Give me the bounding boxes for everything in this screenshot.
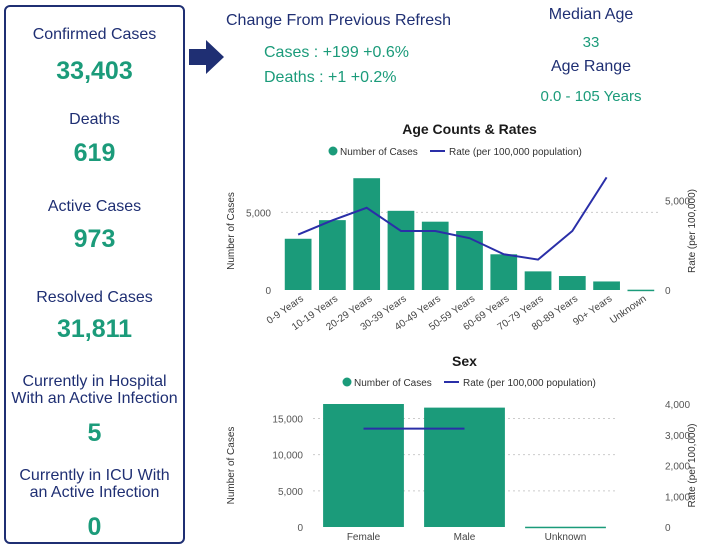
icu-label-line2: an Active Infection: [29, 484, 160, 501]
sex-y2tick-label: 3,000: [665, 431, 690, 442]
age-ytick-label: 0: [265, 286, 271, 297]
sex-category-label: Male: [454, 532, 476, 543]
age-bar-20-29-years: [353, 178, 381, 290]
change-deaths: Deaths : +1 +0.2%: [264, 69, 397, 86]
deaths-value: 619: [73, 139, 116, 167]
sex-ytick-label: 10,000: [272, 451, 303, 462]
sex-y2tick-label: 1,000: [665, 492, 690, 503]
age-y2tick-label: 0: [665, 286, 671, 297]
age-category-label: 90+ Years: [571, 293, 614, 328]
sex-ytick-label: 0: [297, 523, 303, 534]
age-bar-60-69-years: [490, 254, 518, 290]
age-bar-unknown: [627, 289, 655, 292]
icu-value: 0: [87, 513, 102, 541]
active-cases-value: 973: [73, 225, 116, 253]
age-bar-70-79-years: [524, 271, 552, 290]
age-bar-80-89-years: [558, 276, 586, 290]
sex-y2tick-label: 2,000: [665, 462, 690, 473]
sex-bar-male: [424, 407, 505, 527]
sex-bar-unknown: [525, 526, 606, 529]
sex-ytick-label: 15,000: [272, 414, 303, 425]
age-bar-30-39-years: [387, 210, 415, 290]
sex-legend-cases: Number of Cases: [354, 378, 432, 389]
age-bar-0-9-years: [284, 238, 312, 290]
resolved-cases-value: 31,811: [56, 315, 133, 343]
sex-y2tick-label: 4,000: [665, 400, 690, 411]
sex-category-label: Female: [347, 532, 381, 543]
sex-y2tick-label: 0: [665, 523, 671, 534]
sex-legend-rate: Rate (per 100,000 population): [463, 378, 596, 389]
age-legend-cases: Number of Cases: [340, 147, 418, 158]
confirmed-cases-value: 33,403: [56, 57, 133, 85]
age-y2tick-label: 5,000: [665, 197, 690, 208]
icu-label-line1: Currently in ICU With: [19, 467, 170, 484]
age-bar-50-59-years: [456, 231, 483, 290]
age-legend-rate: Rate (per 100,000 population): [449, 147, 582, 158]
median-age-value: 33: [582, 34, 600, 51]
sex-ytick-label: 5,000: [278, 487, 303, 498]
age-y2-axis-title: Rate (per 100,000): [687, 189, 698, 273]
sex-bar-female: [323, 404, 404, 527]
hospital-label-line1: Currently in Hospital: [22, 373, 167, 390]
hospital-value: 5: [87, 419, 102, 447]
stats-panel: Confirmed Cases 33,403 Deaths 619 Active…: [4, 5, 185, 544]
active-cases-label: Active Cases: [47, 198, 142, 215]
age-legend-cases-marker: [328, 146, 338, 156]
arrow-right-icon: [189, 40, 224, 74]
sex-category-label: Unknown: [545, 532, 587, 543]
deaths-label: Deaths: [69, 111, 120, 128]
age-range-label: Age Range: [550, 58, 632, 75]
change-title: Change From Previous Refresh: [226, 12, 451, 29]
age-rate-line: [297, 176, 608, 261]
confirmed-cases-label: Confirmed Cases: [32, 26, 157, 43]
age-chart-title: Age Counts & Rates: [402, 121, 537, 137]
age-ytick-label: 5,000: [246, 208, 271, 219]
sex-legend-cases-marker: [342, 377, 352, 387]
change-cases: Cases : +199 +0.6%: [264, 44, 409, 61]
median-age-label: Median Age: [548, 6, 634, 23]
age-category-label: Unknown: [608, 293, 648, 326]
age-bar-90-years: [593, 281, 620, 290]
sex-y2-axis-title: Rate (per 100,000): [687, 424, 698, 508]
sex-chart-title: Sex: [452, 353, 477, 369]
age-range-value: 0.0 - 105 Years: [540, 88, 642, 105]
age-y-axis-title: Number of Cases: [226, 192, 237, 270]
age-bar-10-19-years: [319, 220, 346, 290]
hospital-label-line2: With an Active Infection: [11, 390, 178, 407]
sex-y-axis-title: Number of Cases: [226, 427, 237, 505]
resolved-cases-label: Resolved Cases: [36, 289, 153, 306]
